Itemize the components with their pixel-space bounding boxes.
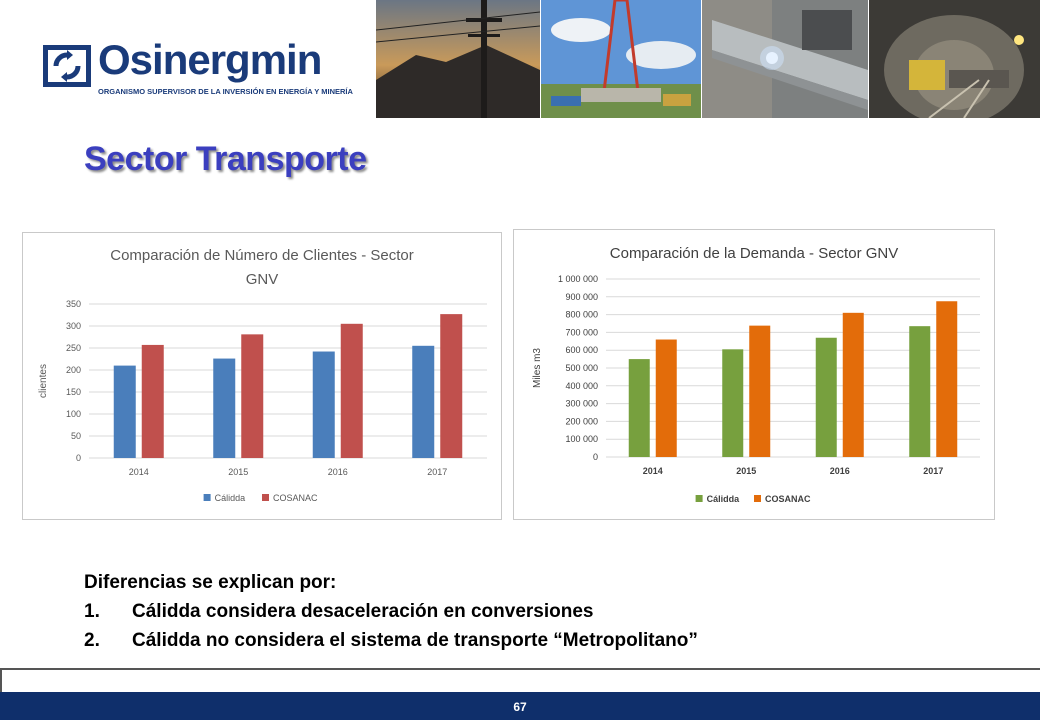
footer-bar bbox=[0, 692, 1040, 720]
y-tick-label: 0 bbox=[76, 453, 81, 463]
bar-cosanac-2014 bbox=[655, 339, 677, 457]
notes-item-number: 2. bbox=[84, 630, 100, 651]
bar-cosanac-2016 bbox=[842, 312, 864, 457]
mine-tunnel-photo bbox=[869, 0, 1040, 118]
demand-chart-panel: Comparación de la Demanda - Sector GNV 0 1… bbox=[513, 229, 995, 520]
bar-clidda-2017 bbox=[909, 326, 931, 457]
x-tick-label: 2014 bbox=[129, 467, 149, 477]
page-number: 67 bbox=[513, 700, 527, 714]
chart-title-line: Comparación de Número de Clientes - Sect… bbox=[110, 247, 413, 264]
bar-cosanac-2016 bbox=[340, 323, 363, 458]
bar-clidda-2015 bbox=[722, 349, 744, 457]
slide-title: Sector Transporte bbox=[84, 140, 367, 178]
x-tick-label: 2015 bbox=[736, 466, 756, 476]
y-axis-label: clientes bbox=[38, 364, 49, 398]
bar-clidda-2014 bbox=[628, 359, 650, 457]
y-tick-label: 100 000 bbox=[565, 434, 598, 444]
y-tick-label: 50 bbox=[71, 431, 81, 441]
y-tick-label: 100 bbox=[66, 409, 81, 419]
legend-label: Cálidda bbox=[215, 493, 246, 503]
chart-title-line: Comparación de la Demanda - Sector GNV bbox=[610, 245, 898, 262]
x-tick-label: 2016 bbox=[830, 466, 850, 476]
y-tick-label: 300 bbox=[66, 321, 81, 331]
notes-item: 2. Cálidda no considera el sistema de tra… bbox=[84, 626, 698, 655]
y-tick-label: 600 000 bbox=[565, 345, 598, 355]
y-tick-label: 700 000 bbox=[565, 327, 598, 337]
y-tick-label: 200 000 bbox=[565, 416, 598, 426]
y-axis-label: Miles m3 bbox=[532, 348, 543, 388]
legend-swatch bbox=[262, 494, 269, 501]
bar-cosanac-2017 bbox=[440, 314, 463, 458]
bar-cosanac-2014 bbox=[141, 344, 164, 458]
y-tick-label: 400 000 bbox=[565, 381, 598, 391]
x-tick-label: 2016 bbox=[328, 467, 348, 477]
x-tick-label: 2014 bbox=[643, 466, 663, 476]
notes-item-text: Cálidda no considera el sistema de trans… bbox=[132, 630, 698, 651]
legend-label: COSANAC bbox=[765, 494, 811, 504]
slide-header: Osinergmin ORGANISMO SUPERVISOR DE LA IN… bbox=[0, 0, 1040, 120]
clients-chart-panel: Comparación de Número de Clientes - Sect… bbox=[22, 232, 502, 520]
bar-clidda-2017 bbox=[412, 345, 435, 458]
notes-item: 1. Cálidda considera desaceleración en co… bbox=[84, 597, 698, 626]
bar-clidda-2016 bbox=[312, 351, 335, 458]
bar-cosanac-2017 bbox=[936, 301, 958, 457]
bar-clidda-2014 bbox=[113, 365, 136, 458]
osinergmin-logo: Osinergmin ORGANISMO SUPERVISOR DE LA IN… bbox=[40, 36, 370, 102]
notes-item-number: 1. bbox=[84, 601, 100, 622]
notes-heading: Diferencias se explican por: bbox=[84, 572, 337, 593]
y-tick-label: 900 000 bbox=[565, 292, 598, 302]
demand-bar-chart: Comparación de la Demanda - Sector GNV 0 1… bbox=[532, 245, 980, 504]
legend-swatch bbox=[754, 495, 761, 502]
y-tick-label: 200 bbox=[66, 365, 81, 375]
pipeline-welding-photo bbox=[702, 0, 868, 118]
y-tick-label: 1 000 000 bbox=[558, 274, 598, 284]
brand-name: Osinergmin bbox=[98, 36, 322, 83]
y-tick-label: 250 bbox=[66, 343, 81, 353]
legend-label: COSANAC bbox=[273, 493, 318, 503]
brand-subtitle: ORGANISMO SUPERVISOR DE LA INVERSIÓN EN … bbox=[98, 87, 353, 96]
osinergmin-emblem-icon bbox=[43, 45, 91, 87]
legend-swatch bbox=[203, 494, 211, 501]
bar-clidda-2015 bbox=[213, 358, 236, 458]
footer-divider bbox=[0, 668, 1040, 692]
oil-rig-photo bbox=[541, 0, 701, 118]
y-tick-label: 150 bbox=[66, 387, 81, 397]
legend-swatch bbox=[695, 495, 703, 502]
x-tick-label: 2017 bbox=[427, 467, 447, 477]
y-tick-label: 350 bbox=[66, 299, 81, 309]
x-tick-label: 2015 bbox=[228, 467, 248, 477]
legend-label: Cálidda bbox=[707, 494, 741, 504]
bar-cosanac-2015 bbox=[749, 325, 771, 457]
y-tick-label: 500 000 bbox=[565, 363, 598, 373]
electricity-towers-photo bbox=[376, 0, 540, 118]
clients-bar-chart: Comparación de Número de Clientes - Sect… bbox=[38, 247, 487, 503]
y-tick-label: 800 000 bbox=[565, 310, 598, 320]
notes-block: Diferencias se explican por: 1. Cálidda c… bbox=[84, 568, 698, 655]
bar-clidda-2016 bbox=[815, 337, 837, 457]
x-tick-label: 2017 bbox=[923, 466, 943, 476]
y-tick-label: 0 bbox=[593, 452, 598, 462]
y-tick-label: 300 000 bbox=[565, 399, 598, 409]
notes-item-text: Cálidda considera desaceleración en conv… bbox=[132, 601, 594, 622]
bar-cosanac-2015 bbox=[241, 334, 264, 458]
chart-title-line: GNV bbox=[246, 271, 279, 288]
